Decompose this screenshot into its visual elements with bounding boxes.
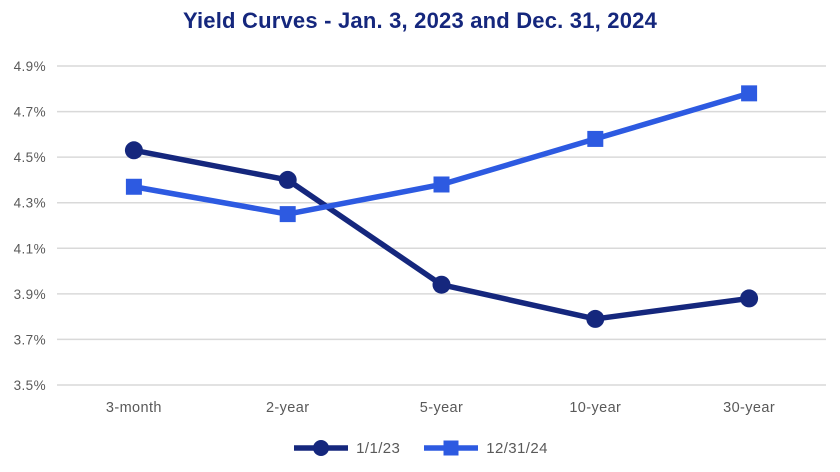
x-axis-tick-label: 3-month [106, 400, 162, 416]
legend-item-series-1: 1/1/23 [292, 438, 400, 458]
x-axis-tick-label: 5-year [420, 400, 464, 416]
legend-label-series-1: 1/1/23 [356, 439, 401, 457]
data-point-circle-marker [432, 275, 451, 294]
legend-item-series-2: 12/31/24 [422, 438, 548, 458]
data-point-square-marker [279, 206, 296, 223]
y-axis-tick-label: 3.5% [14, 378, 46, 393]
x-axis-tick-label: 30-year [723, 400, 775, 416]
data-point-circle-marker [278, 170, 297, 189]
data-point-square-marker [433, 176, 450, 193]
data-point-square-marker [587, 130, 604, 147]
data-point-circle-marker [124, 141, 143, 160]
y-axis-tick-label: 3.9% [14, 287, 46, 302]
legend-square-marker-icon [443, 440, 459, 456]
y-axis-tick-label: 4.1% [14, 241, 46, 256]
legend-circle-marker-icon [313, 440, 330, 456]
data-point-circle-marker [586, 309, 605, 328]
y-axis-tick-label: 4.5% [14, 150, 46, 165]
y-axis-tick-label: 4.9% [14, 59, 46, 74]
plot-area: 3.5% 3.7% 3.9% 4.1% 4.3% 4.5% 4.7% 4.9% 3-month 2… [14, 59, 826, 416]
data-point-circle-marker [740, 289, 759, 308]
data-point-square-marker [741, 85, 758, 102]
legend-line-square-swatch [424, 440, 479, 456]
x-axis-tick-label: 10-year [569, 400, 621, 416]
legend-line-circle-swatch [294, 440, 349, 456]
legend-label-series-2: 12/31/24 [486, 439, 548, 457]
chart-legend: 1/1/23 12/31/24 [0, 438, 840, 458]
x-axis-tick-label: 2-year [266, 400, 310, 416]
y-axis-tick-label: 4.3% [14, 196, 46, 211]
y-axis-tick-label: 3.7% [14, 332, 46, 347]
chart-title: Yield Curves - Jan. 3, 2023 and Dec. 31,… [182, 8, 658, 33]
data-point-square-marker [125, 178, 142, 195]
y-axis-tick-label: 4.7% [14, 105, 46, 120]
